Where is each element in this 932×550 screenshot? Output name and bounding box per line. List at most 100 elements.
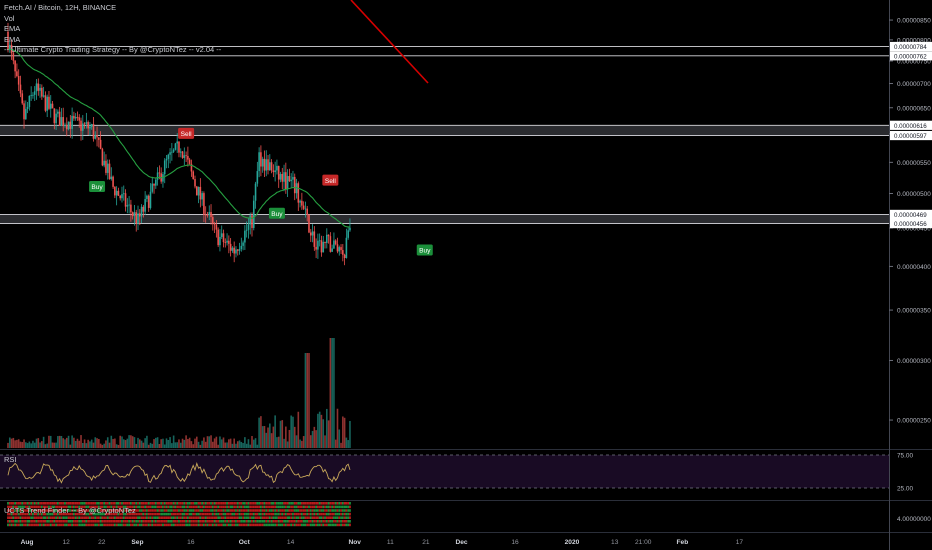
trend-cell bbox=[178, 516, 180, 519]
trend-cell bbox=[327, 502, 330, 505]
trend-finder-pane: 4.00000000 bbox=[7, 502, 931, 527]
trend-cell bbox=[56, 520, 59, 523]
volume-bar bbox=[55, 442, 57, 448]
level-label: 0.00000616 bbox=[894, 123, 927, 130]
trend-cell bbox=[21, 505, 24, 509]
candle-body bbox=[128, 204, 130, 206]
trend-cell bbox=[322, 512, 325, 516]
candle-body bbox=[210, 211, 212, 218]
volume-bar bbox=[304, 353, 307, 448]
trend-cell bbox=[8, 502, 11, 505]
trend-cell bbox=[231, 502, 234, 505]
trend-cell bbox=[181, 509, 184, 512]
candle-body bbox=[153, 183, 155, 186]
trend-cell bbox=[309, 523, 312, 527]
candle-body bbox=[286, 176, 289, 190]
trend-cell bbox=[69, 505, 72, 509]
volume-bar bbox=[60, 435, 63, 448]
trend-cell bbox=[308, 502, 310, 505]
candle-body bbox=[215, 224, 218, 230]
vol-legend[interactable]: Vol bbox=[4, 13, 15, 23]
trend-cell bbox=[35, 523, 38, 527]
trend-cell bbox=[338, 502, 341, 505]
price-tick-label: 0.00000500 bbox=[897, 191, 931, 198]
volume-bar bbox=[65, 437, 68, 448]
trend-cell bbox=[26, 502, 29, 505]
trend-cell bbox=[64, 516, 66, 519]
trend-cell bbox=[217, 502, 220, 505]
trend-cell bbox=[224, 502, 227, 505]
trend-cell bbox=[265, 505, 268, 509]
candle-body bbox=[188, 159, 191, 164]
trend-cell bbox=[167, 520, 170, 523]
trend-cell bbox=[147, 512, 150, 516]
trend-cell bbox=[329, 502, 332, 505]
candle-body bbox=[46, 96, 48, 111]
trend-cell bbox=[174, 509, 177, 512]
trend-cell bbox=[327, 516, 330, 519]
ema-legend[interactable]: EMA bbox=[4, 24, 21, 33]
trend-cell bbox=[219, 523, 221, 527]
trend-cell bbox=[195, 509, 198, 512]
trend-cell bbox=[169, 520, 171, 523]
trend-cell bbox=[242, 505, 244, 509]
trend-cell bbox=[213, 505, 216, 509]
trend-cell bbox=[170, 512, 173, 516]
trend-cell bbox=[324, 523, 326, 527]
trend-cell bbox=[128, 512, 131, 516]
trend-cell bbox=[222, 516, 225, 519]
candle-body bbox=[96, 135, 98, 138]
strategy-legend[interactable]: -- Ultimate Crypto Trading Strategy -- B… bbox=[4, 45, 222, 54]
trend-cell bbox=[281, 505, 284, 509]
trend-cell bbox=[71, 509, 74, 512]
trend-cell bbox=[333, 502, 335, 505]
trend-cell bbox=[32, 516, 34, 519]
trend-cell bbox=[65, 509, 68, 512]
trend-cell bbox=[131, 523, 134, 527]
trend-cell bbox=[167, 502, 170, 505]
rsi-title[interactable]: RSI bbox=[4, 455, 17, 464]
trend-cell bbox=[242, 509, 244, 512]
volume-bar bbox=[51, 442, 54, 448]
trend-cell bbox=[192, 516, 195, 519]
rsi-band bbox=[0, 455, 889, 488]
trend-finder-title[interactable]: UCTS Trend Finder -- By @CryptoNTez bbox=[4, 506, 136, 515]
volume-bar bbox=[249, 444, 252, 448]
trend-cell bbox=[210, 516, 212, 519]
trend-cell bbox=[210, 523, 212, 527]
trend-cell bbox=[308, 509, 310, 512]
trend-cell bbox=[135, 502, 138, 505]
candle-body bbox=[108, 163, 111, 180]
trend-cell bbox=[40, 502, 43, 505]
trend-cell bbox=[92, 509, 95, 512]
trend-cell bbox=[156, 502, 159, 505]
trend-cell bbox=[226, 512, 228, 516]
trend-cell bbox=[276, 512, 278, 516]
trend-cell bbox=[60, 502, 63, 505]
trend-cell bbox=[133, 520, 136, 523]
trend-cell bbox=[311, 516, 314, 519]
trend-cell bbox=[265, 509, 268, 512]
trend-cell bbox=[147, 502, 150, 505]
volume-bar bbox=[128, 435, 130, 448]
volume-bar bbox=[347, 440, 349, 448]
trend-cell bbox=[338, 523, 341, 527]
trend-cell bbox=[316, 512, 319, 516]
trend-cell bbox=[224, 505, 227, 509]
trend-cell bbox=[101, 505, 104, 509]
symbol-title[interactable]: Fetch.AI / Bitcoin, 12H, BINANCE bbox=[4, 3, 117, 12]
trend-cell bbox=[229, 512, 232, 516]
trend-cell bbox=[322, 509, 325, 512]
trend-cell bbox=[64, 502, 66, 505]
trend-cell bbox=[284, 512, 287, 516]
candle-body bbox=[178, 141, 180, 153]
trend-cell bbox=[89, 520, 91, 523]
rsi-pane: 75.0025.00 bbox=[0, 453, 913, 493]
ema-long-legend[interactable]: EMA bbox=[4, 34, 21, 44]
trend-cell bbox=[349, 502, 351, 505]
trend-cell bbox=[154, 505, 157, 509]
trend-cell bbox=[69, 509, 72, 512]
buy-signal-badge bbox=[89, 181, 106, 193]
level-bands bbox=[0, 46, 889, 225]
